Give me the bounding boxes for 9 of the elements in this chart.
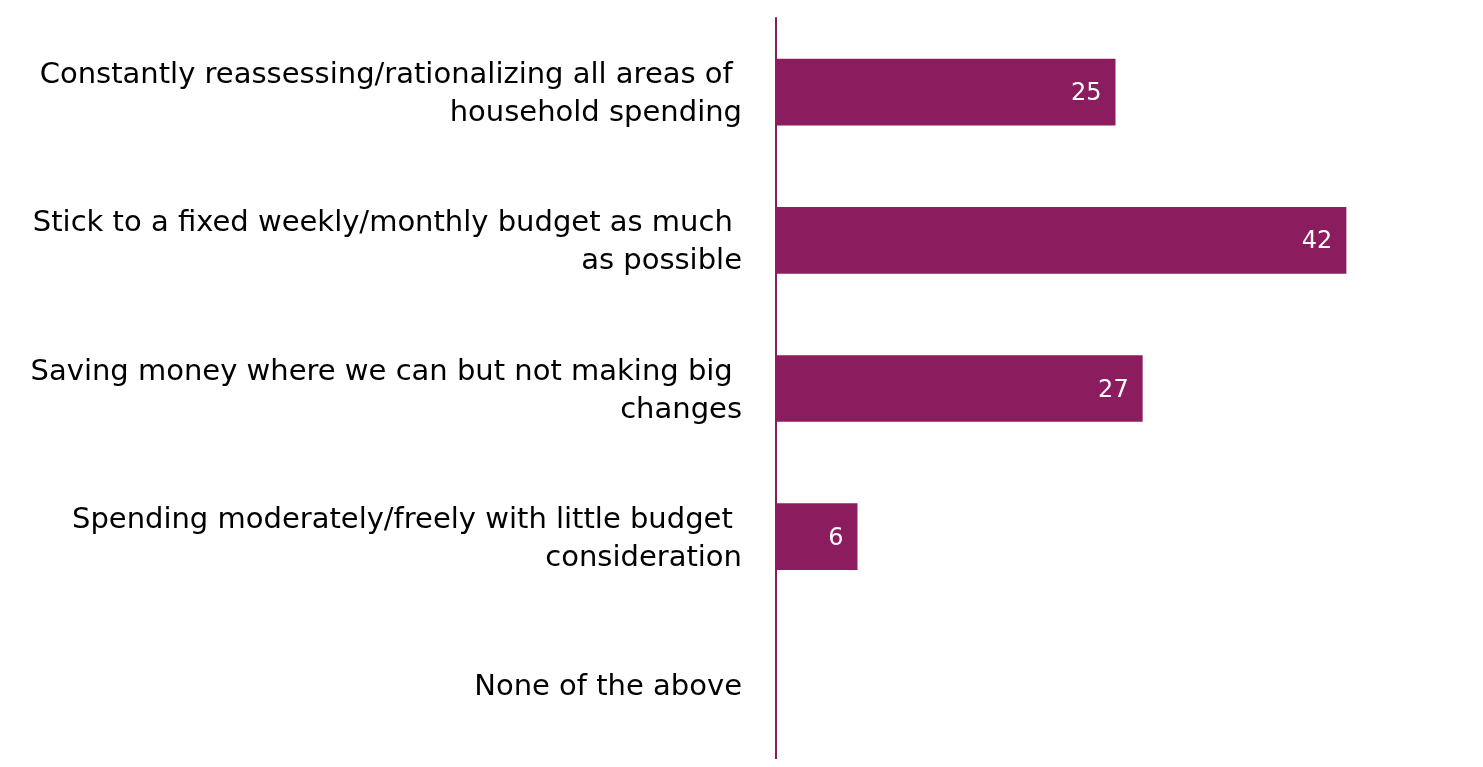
data-label: 6 (828, 522, 844, 551)
y-tick-label: Spending moderately/freely with little budget consideration (71, 500, 742, 573)
data-label: 42 (1301, 226, 1333, 255)
data-label: 25 (1070, 78, 1102, 107)
y-tick-label: None of the above (474, 667, 742, 702)
y-tick-label: Saving money where we can but not making big changes (30, 352, 742, 425)
data-label: 27 (1098, 374, 1129, 403)
y-tick-label: Constantly reassessing/rationalizing all areas of household spending (39, 56, 742, 129)
y-tick-label: Stick to a fixed weekly/monthly budget as much as possible (32, 204, 742, 277)
